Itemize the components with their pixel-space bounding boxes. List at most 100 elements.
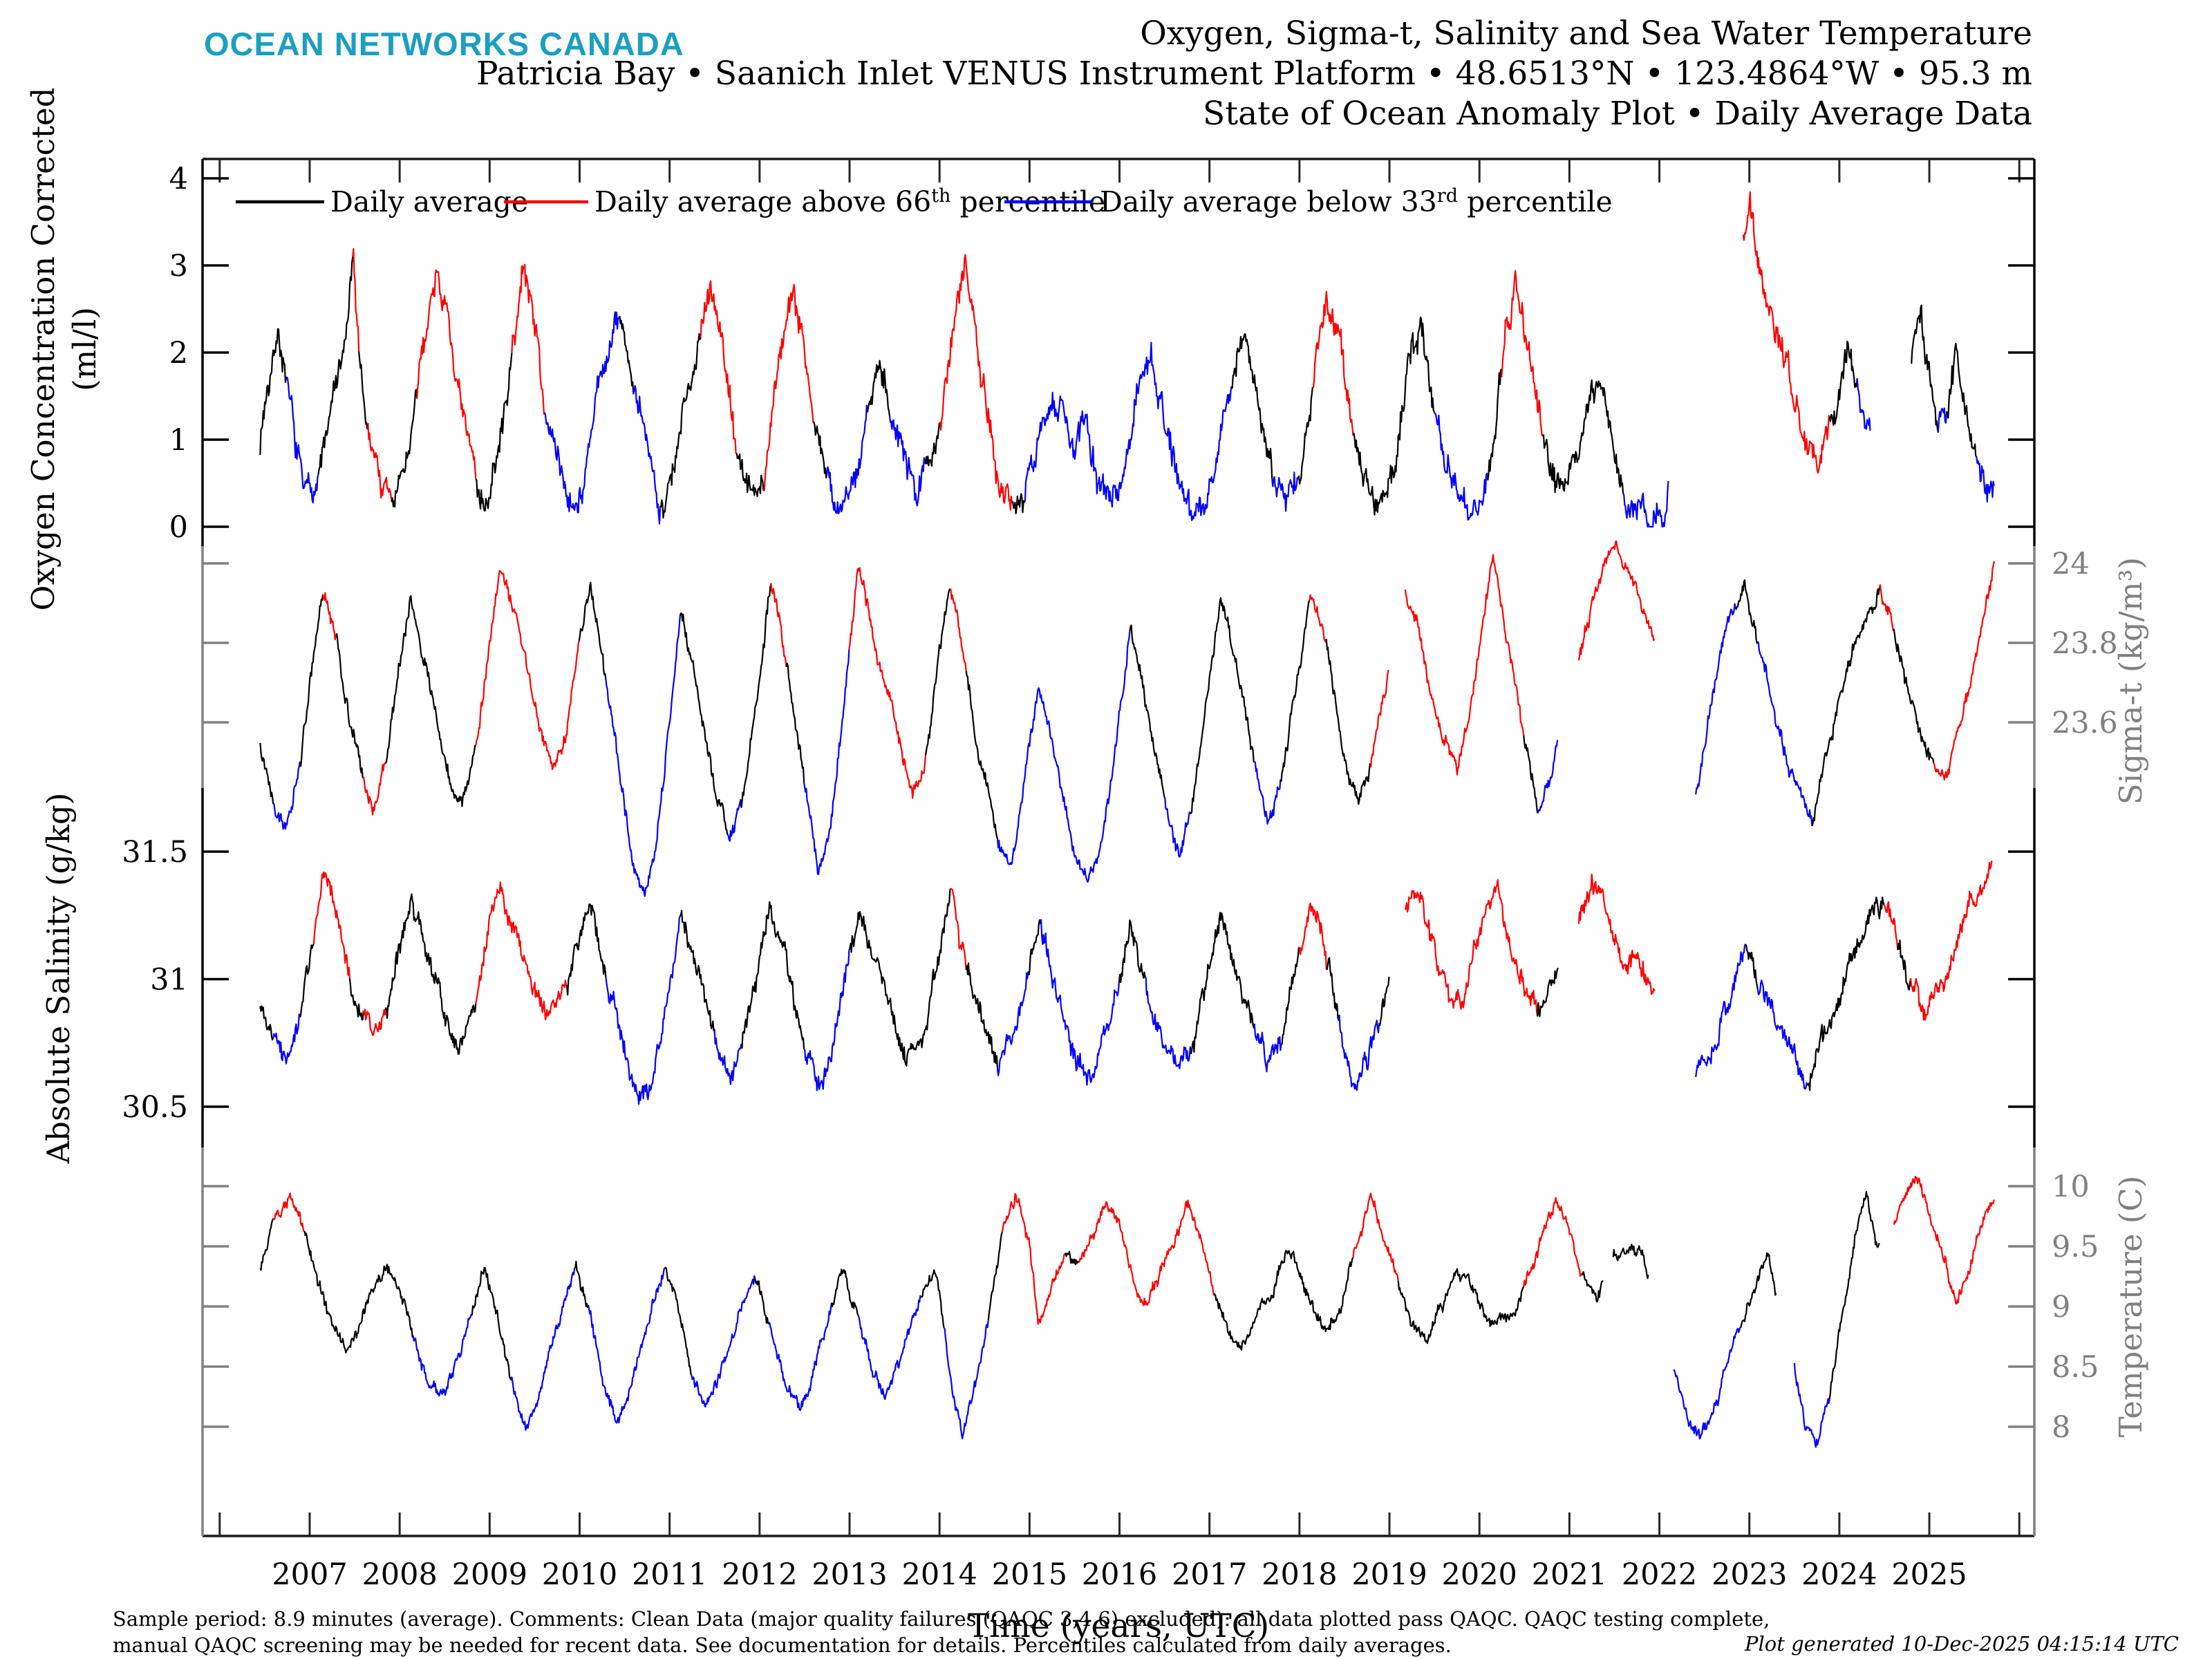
- y-tick-label-salinity-31: 31: [150, 963, 188, 997]
- series-segment-oxygen: [1271, 471, 1300, 512]
- series-segment-oxygen: [1012, 493, 1026, 514]
- series-segment-salinity: [1577, 873, 1656, 995]
- series-segment-sigma_t: [1163, 796, 1192, 858]
- series-segment-oxygen: [1501, 270, 1543, 436]
- series-segment-temperature: [471, 1266, 513, 1380]
- series-segment-sigma_t: [727, 799, 742, 842]
- series-segment-sigma_t: [1735, 579, 1759, 644]
- series-segment-sigma_t: [803, 649, 850, 875]
- series-segment-oxygen: [632, 385, 662, 525]
- series-segment-sigma_t: [1325, 639, 1372, 805]
- series-segment-sigma_t: [384, 595, 476, 807]
- x-tick-label-2021: 2021: [1532, 1557, 1607, 1592]
- y-tick-label-sigma_t-23.8: 23.8: [2052, 626, 2118, 661]
- ylabel-oxygen-line2: (ml/l): [66, 307, 103, 391]
- xlabel-time: Time (years, UTC): [968, 1607, 1269, 1645]
- series-segment-temperature: [1893, 1176, 1995, 1305]
- series-segment-sigma_t: [1892, 628, 1935, 763]
- footer-line-1: Sample period: 8.9 minutes (average). Co…: [113, 1607, 1770, 1631]
- series-segment-sigma_t: [996, 631, 1131, 883]
- series-segment-oxygen: [1856, 378, 1871, 431]
- data-series-layer: [259, 191, 1996, 1448]
- ylabel-sigma-t: Sigma-t (kg/m³): [2112, 557, 2149, 805]
- title-line-3: State of Ocean Anomaly Plot • Daily Aver…: [1203, 95, 2032, 133]
- series-segment-temperature: [1001, 1192, 1066, 1325]
- y-tick-label-oxygen-0: 0: [169, 510, 188, 545]
- series-segment-oxygen: [1828, 340, 1858, 427]
- series-segment-oxygen: [1487, 368, 1503, 480]
- y-tick-label-temperature-8: 8: [2052, 1410, 2070, 1445]
- x-tick-label-2009: 2009: [452, 1557, 527, 1592]
- series-segment-temperature: [1397, 1268, 1525, 1344]
- series-segment-salinity: [1145, 977, 1192, 1069]
- series-segment-sigma_t: [924, 588, 951, 756]
- series-segment-sigma_t: [679, 612, 729, 835]
- series-segment-temperature: [1352, 1192, 1399, 1282]
- x-tick-label-2008: 2008: [362, 1557, 437, 1592]
- series-segment-sigma_t: [1523, 735, 1539, 814]
- series-segment-oxygen: [416, 269, 477, 480]
- series-segment-oxygen: [619, 316, 635, 395]
- series-segment-salinity: [348, 978, 364, 1021]
- series-segment-oxygen: [1433, 411, 1489, 521]
- series-segment-oxygen: [317, 256, 354, 475]
- legend-label-0: Daily average: [330, 185, 528, 218]
- series-segment-oxygen: [1622, 480, 1669, 528]
- series-segment-sigma_t: [1577, 540, 1656, 661]
- series-segment-oxygen: [888, 415, 927, 507]
- x-tick-label-2013: 2013: [812, 1557, 887, 1592]
- series-segment-sigma_t: [949, 588, 967, 671]
- series-segment-sigma_t: [336, 633, 364, 778]
- series-segment-sigma_t: [848, 567, 927, 799]
- series-segment-temperature: [272, 1192, 305, 1232]
- series-segment-temperature: [1612, 1244, 1649, 1280]
- series-segment-oxygen: [939, 254, 1014, 511]
- series-segment-oxygen: [1312, 290, 1354, 436]
- series-segment-oxygen: [735, 453, 765, 497]
- y-tick-label-salinity-31.5: 31.5: [122, 835, 188, 870]
- series-segment-temperature: [1065, 1250, 1080, 1266]
- series-segment-oxygen: [352, 247, 360, 352]
- series-segment-oxygen: [813, 421, 828, 479]
- onc-logo: OCEAN NETWORKS CANADA: [204, 26, 684, 62]
- series-segment-salinity: [996, 971, 1030, 1076]
- x-tick-label-2020: 2020: [1441, 1557, 1517, 1592]
- series-segment-salinity: [848, 889, 951, 1067]
- series-segment-sigma_t: [259, 742, 274, 805]
- series-segment-sigma_t: [769, 583, 787, 667]
- series-segment-temperature: [664, 1266, 693, 1376]
- series-segment-oxygen: [475, 353, 513, 512]
- series-segment-sigma_t: [1695, 603, 1736, 795]
- series-segment-sigma_t: [740, 585, 771, 808]
- series-segment-salinity: [1039, 919, 1120, 1086]
- series-segment-salinity: [1404, 879, 1539, 1017]
- series-segment-salinity: [362, 1007, 386, 1036]
- series-segment-temperature: [830, 1268, 859, 1316]
- series-segment-oxygen: [700, 280, 737, 454]
- title-line-1: Oxygen, Sigma-t, Salinity and Sea Water …: [1140, 15, 2032, 53]
- series-segment-salinity: [1883, 901, 1899, 950]
- series-segment-salinity: [475, 881, 568, 1021]
- ylabel-salinity: Absolute Salinity (g/kg): [40, 793, 77, 1165]
- series-segment-oxygen: [659, 332, 702, 519]
- series-segment-sigma_t: [322, 592, 338, 641]
- x-tick-label-2023: 2023: [1712, 1557, 1787, 1592]
- x-tick-label-2014: 2014: [901, 1557, 977, 1592]
- series-segment-temperature: [412, 1313, 472, 1397]
- series-segment-sigma_t: [965, 671, 999, 839]
- series-segment-oxygen: [763, 283, 814, 491]
- series-segment-oxygen: [1975, 455, 1995, 503]
- series-segment-salinity: [803, 950, 850, 1091]
- y-tick-label-sigma_t-24: 24: [2052, 547, 2090, 581]
- x-tick-label-2007: 2007: [272, 1557, 347, 1592]
- x-tick-label-2011: 2011: [632, 1557, 707, 1592]
- series-segment-oxygen: [543, 311, 621, 514]
- series-segment-salinity: [1280, 946, 1300, 1045]
- plot-generated-timestamp: Plot generated 10-Dec-2025 04:15:14 UTC: [1744, 1632, 2179, 1656]
- series-segment-sigma_t: [1309, 594, 1327, 643]
- series-segment-salinity: [740, 901, 805, 1049]
- series-segment-salinity: [1744, 944, 1759, 990]
- series-segment-oxygen: [259, 328, 288, 456]
